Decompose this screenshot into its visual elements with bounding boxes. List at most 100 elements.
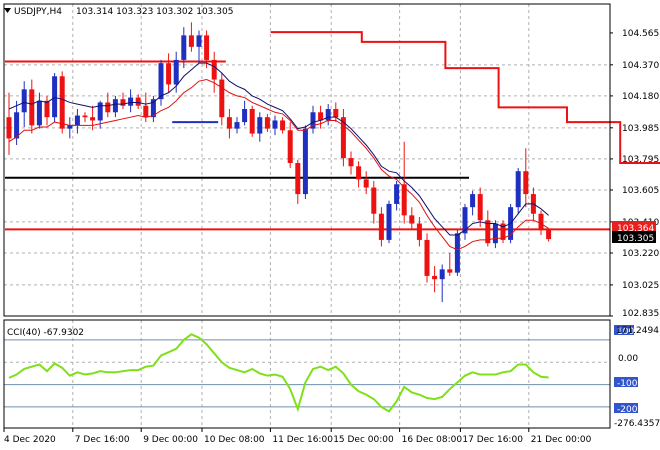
candle-body bbox=[74, 115, 80, 126]
price-tick-label: 102.835 bbox=[622, 309, 659, 319]
candle-body bbox=[105, 102, 111, 113]
price-tick-label: 103.985 bbox=[622, 124, 659, 134]
cci-title: CCI(40) -67.9302 bbox=[7, 328, 84, 338]
candle-body bbox=[500, 223, 506, 240]
step-line bbox=[270, 31, 660, 164]
candle-body bbox=[340, 117, 346, 159]
candle-body bbox=[242, 109, 248, 123]
candle-body bbox=[234, 122, 240, 129]
candle-body bbox=[14, 112, 20, 139]
candle-body bbox=[6, 117, 12, 139]
candle-body bbox=[143, 105, 149, 118]
cci-level-minus100-badge bbox=[614, 377, 638, 387]
candle-body bbox=[394, 184, 400, 204]
cci-pane-frame bbox=[3, 319, 611, 429]
cci-max-label: 171.2494 bbox=[616, 326, 659, 336]
candle-body bbox=[150, 99, 156, 118]
candle-body bbox=[204, 35, 210, 60]
cci-level-minus200-label: -200 bbox=[617, 405, 638, 415]
ask-price-label: 103.364 bbox=[617, 224, 654, 234]
symbol-label: USDJPY,H4 bbox=[14, 7, 62, 17]
candle-body bbox=[112, 99, 118, 113]
candle-body bbox=[90, 117, 96, 121]
candle-body bbox=[29, 89, 35, 126]
candle-body bbox=[470, 194, 476, 208]
candle-body bbox=[454, 233, 460, 273]
lower-moving-average-line bbox=[8, 79, 549, 251]
time-tick-label: 17 Dec 16:00 bbox=[462, 435, 523, 445]
ask-price-badge bbox=[612, 221, 656, 233]
candle-body bbox=[348, 158, 354, 167]
cci-line bbox=[8, 333, 549, 413]
candle-body bbox=[409, 215, 415, 224]
cci-level-minus200-badge bbox=[614, 403, 638, 413]
candle-body bbox=[188, 35, 194, 47]
candle-body bbox=[287, 130, 293, 163]
candle-body bbox=[135, 97, 141, 106]
dropdown-triangle-icon[interactable] bbox=[4, 8, 11, 13]
candle-body bbox=[325, 109, 331, 121]
candle-body bbox=[439, 269, 445, 280]
cci-level-100-label: 100 bbox=[617, 327, 634, 337]
candle-body bbox=[249, 109, 255, 134]
price-tick-label: 104.370 bbox=[622, 61, 659, 71]
candle-body bbox=[538, 213, 544, 231]
candle-body bbox=[166, 63, 172, 85]
candle-body bbox=[82, 115, 88, 118]
time-tick-label: 16 Dec 08:00 bbox=[402, 435, 463, 445]
candle-body bbox=[363, 179, 369, 188]
candle-body bbox=[356, 166, 362, 180]
candle-body bbox=[302, 128, 308, 195]
resistance-step-line[interactable] bbox=[270, 31, 660, 164]
candle-body bbox=[492, 223, 498, 244]
candle-body bbox=[447, 269, 453, 273]
price-tick-label: 103.605 bbox=[622, 186, 659, 196]
time-tick-label: 21 Dec 00:00 bbox=[531, 435, 592, 445]
candle-body bbox=[310, 112, 316, 129]
candle-body bbox=[432, 275, 438, 280]
time-tick-label: 11 Dec 16:00 bbox=[272, 435, 333, 445]
current-price-label: 103.305 bbox=[617, 234, 654, 244]
candle-body bbox=[546, 230, 552, 240]
candle-body bbox=[181, 35, 187, 60]
candle-body bbox=[523, 171, 529, 195]
candle-body bbox=[211, 59, 217, 80]
candle-body bbox=[97, 102, 103, 121]
current-price-badge bbox=[612, 231, 656, 243]
time-tick-label: 7 Dec 16:00 bbox=[75, 435, 130, 445]
time-tick-label: 4 Dec 2020 bbox=[4, 435, 56, 445]
time-tick-label: 9 Dec 00:00 bbox=[143, 435, 198, 445]
time-tick-label: 10 Dec 08:00 bbox=[204, 435, 265, 445]
price-tick-label: 104.565 bbox=[622, 29, 659, 39]
price-tick-label: 103.025 bbox=[622, 281, 659, 291]
candle-body bbox=[295, 163, 301, 195]
candle-body bbox=[120, 99, 126, 106]
time-tick-label: 15 Dec 00:00 bbox=[333, 435, 394, 445]
candle-body bbox=[52, 76, 58, 118]
upper-moving-average-line bbox=[8, 62, 549, 236]
price-tick-label: 103.220 bbox=[622, 249, 659, 259]
candle-body bbox=[280, 120, 286, 131]
candle-body bbox=[44, 100, 50, 118]
cci-level-minus100-label: -100 bbox=[617, 379, 638, 389]
candle-body bbox=[477, 194, 483, 221]
candle-body bbox=[386, 203, 392, 240]
candle-body bbox=[462, 207, 468, 234]
candle-body bbox=[196, 35, 202, 47]
candle-body bbox=[128, 97, 134, 106]
candle-body bbox=[515, 171, 521, 208]
candle-body bbox=[272, 120, 278, 129]
cci-level-100-badge bbox=[614, 325, 634, 335]
price-tick-label: 104.180 bbox=[622, 92, 659, 102]
candle-body bbox=[264, 117, 270, 129]
candle-body bbox=[21, 89, 27, 113]
price-tick-label: 103.795 bbox=[622, 155, 659, 165]
candle-body bbox=[485, 220, 491, 244]
cci-pane bbox=[4, 333, 610, 413]
candle-body bbox=[173, 59, 179, 85]
candle-body bbox=[401, 184, 407, 216]
candle-body bbox=[226, 117, 232, 129]
candle-body bbox=[378, 213, 384, 240]
